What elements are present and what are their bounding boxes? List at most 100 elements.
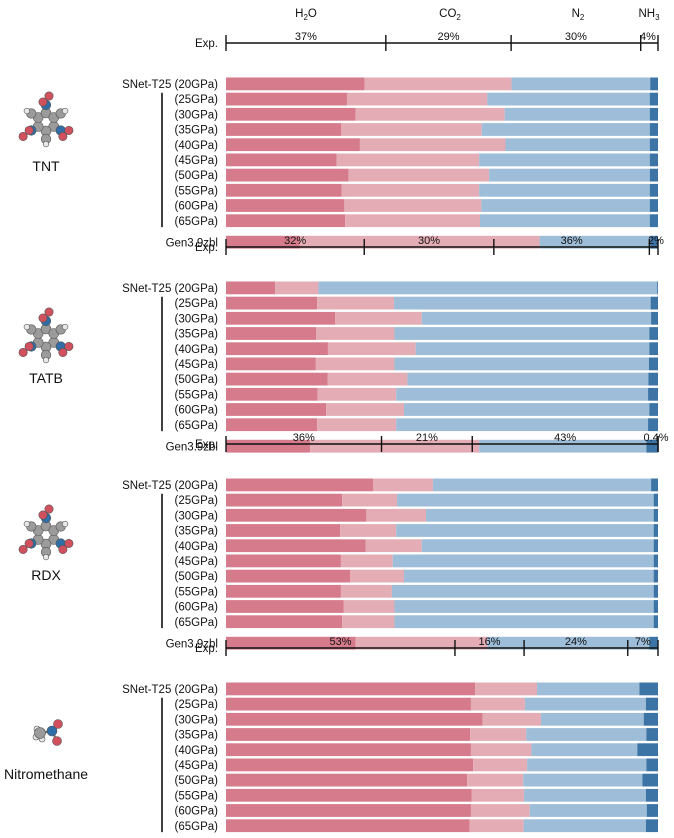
bar-label-3-1: (25GPa) [175, 699, 219, 711]
molecule-atom [38, 97, 48, 107]
bar-segment-3-5-1 [473, 758, 528, 772]
bar-segment-0-0-2 [511, 77, 651, 91]
bar-label-1-4: (40GPa) [175, 344, 219, 356]
molecule-icon-1 [18, 307, 74, 364]
bar-segment-2-2-0 [226, 508, 367, 522]
exp-value-label-2-3: 0.4% [643, 432, 668, 444]
bar-label-0-8: (60GPa) [175, 201, 219, 213]
bar-label-2-6: (50GPa) [175, 571, 219, 583]
bar-segment-1-8-2 [403, 403, 650, 416]
species-header-2: N2 [572, 8, 585, 22]
bar-segment-0-2-2 [504, 107, 650, 121]
bar-segment-0-0-0 [226, 77, 365, 91]
bar-segment-0-10-2 [539, 235, 651, 249]
bar-segment-1-5-1 [315, 357, 395, 371]
exp-value-label-0-1: 29% [437, 31, 459, 43]
bar-segment-0-3-1 [341, 123, 482, 136]
bar-label-2-1: (25GPa) [175, 495, 219, 507]
bar-segment-2-7-2 [391, 584, 654, 598]
bar-segment-3-0-1 [475, 682, 538, 696]
molecule-atom [18, 131, 28, 141]
bar-segment-1-4-0 [226, 342, 328, 356]
bar-label-1-5: (45GPa) [175, 359, 219, 371]
bar-segment-0-4-2 [505, 138, 650, 152]
bar-segment-0-6-2 [489, 168, 650, 182]
bar-segment-3-9-0 [226, 819, 470, 833]
bar-segment-0-4-3 [649, 138, 658, 152]
bar-segment-2-6-0 [226, 569, 350, 583]
bar-label-3-4: (40GPa) [175, 745, 219, 757]
molecule-atom [44, 307, 54, 317]
bar-segment-2-2-3 [653, 508, 658, 522]
bar-label-3-9: (65GPa) [175, 821, 219, 833]
bar-segment-2-8-1 [343, 600, 395, 613]
bar-segment-0-3-0 [226, 123, 342, 136]
bar-label-1-8: (60GPa) [175, 405, 219, 417]
bar-segment-2-10-2 [487, 636, 650, 650]
exp-label-1: Exp. [195, 242, 218, 254]
bar-segment-3-9-3 [645, 819, 658, 833]
bar-segment-1-6-3 [648, 372, 658, 386]
molecule-atom [38, 313, 48, 323]
bar-segment-3-2-3 [643, 712, 658, 726]
bar-label-2-5: (45GPa) [175, 556, 219, 568]
bar-segment-3-5-2 [527, 758, 647, 772]
bar-segment-1-7-1 [317, 387, 397, 401]
bar-label-2-2: (30GPa) [175, 510, 219, 522]
bar-segment-1-6-2 [407, 372, 649, 386]
bar-segment-0-1-3 [649, 92, 658, 106]
molecule-atom [24, 341, 34, 351]
bar-segment-3-8-3 [646, 804, 658, 817]
bar-segment-1-5-3 [648, 357, 658, 371]
bar-segment-2-7-0 [226, 584, 341, 598]
exp-label-3: Exp. [195, 643, 218, 655]
bar-segment-3-6-3 [642, 773, 658, 787]
bar-segment-3-8-1 [470, 804, 530, 817]
bar-segment-2-10-0 [226, 636, 356, 650]
bar-segment-3-1-2 [524, 697, 646, 711]
bar-label-3-6: (50GPa) [175, 775, 219, 787]
bar-label-1-10: Gen3.9zbl [166, 441, 218, 453]
species-header-1: CO2 [439, 8, 461, 22]
bar-segment-2-3-1 [340, 524, 397, 537]
bar-segment-1-10-3 [646, 439, 658, 453]
bar-label-0-2: (30GPa) [175, 109, 219, 121]
exp-value-label-1-3: 2% [648, 235, 664, 247]
bar-segment-3-9-1 [469, 819, 524, 833]
exp-value-label-2-1: 21% [416, 432, 438, 444]
bar-label-3-5: (45GPa) [175, 760, 219, 772]
bar-segment-0-5-3 [649, 153, 658, 167]
species-header-3: NH3 [638, 8, 660, 22]
bar-label-1-2: (30GPa) [175, 313, 219, 325]
molecule-atom [52, 736, 62, 746]
bar-segment-1-1-2 [394, 296, 651, 310]
exp-label-0: Exp. [195, 38, 218, 50]
molecule-atom [62, 520, 69, 528]
bar-segment-1-9-2 [396, 418, 649, 432]
bar-segment-0-0-3 [650, 77, 658, 91]
molecule-icon-2 [18, 504, 74, 561]
bar-segment-3-7-1 [471, 788, 525, 802]
bar-segment-3-3-0 [226, 728, 471, 741]
bar-label-0-0: SNet-T25 (20GPa) [122, 79, 218, 91]
bar-segment-1-4-2 [415, 342, 650, 356]
molecule-atom [42, 553, 50, 561]
bar-segment-1-2-3 [651, 311, 658, 325]
bar-segment-1-5-2 [394, 357, 649, 371]
bar-segment-0-5-1 [336, 153, 480, 167]
bar-segment-1-2-1 [335, 311, 422, 325]
exp-value-label-1-1: 30% [418, 235, 440, 247]
bar-segment-2-10-3 [649, 636, 658, 650]
bar-segment-0-1-1 [346, 92, 488, 106]
bar-segment-1-7-0 [226, 387, 318, 401]
bar-segment-0-6-3 [649, 168, 658, 182]
bar-label-2-9: (65GPa) [175, 617, 219, 629]
molecule-atom [53, 719, 63, 729]
bar-segment-3-1-1 [470, 697, 525, 711]
bar-segment-1-3-2 [394, 327, 650, 340]
bar-segment-2-3-3 [653, 524, 658, 537]
bar-segment-3-6-0 [226, 773, 468, 787]
bar-segment-1-10-0 [226, 439, 311, 453]
bar-segment-1-9-3 [648, 418, 658, 432]
bar-segment-1-4-1 [327, 342, 416, 356]
